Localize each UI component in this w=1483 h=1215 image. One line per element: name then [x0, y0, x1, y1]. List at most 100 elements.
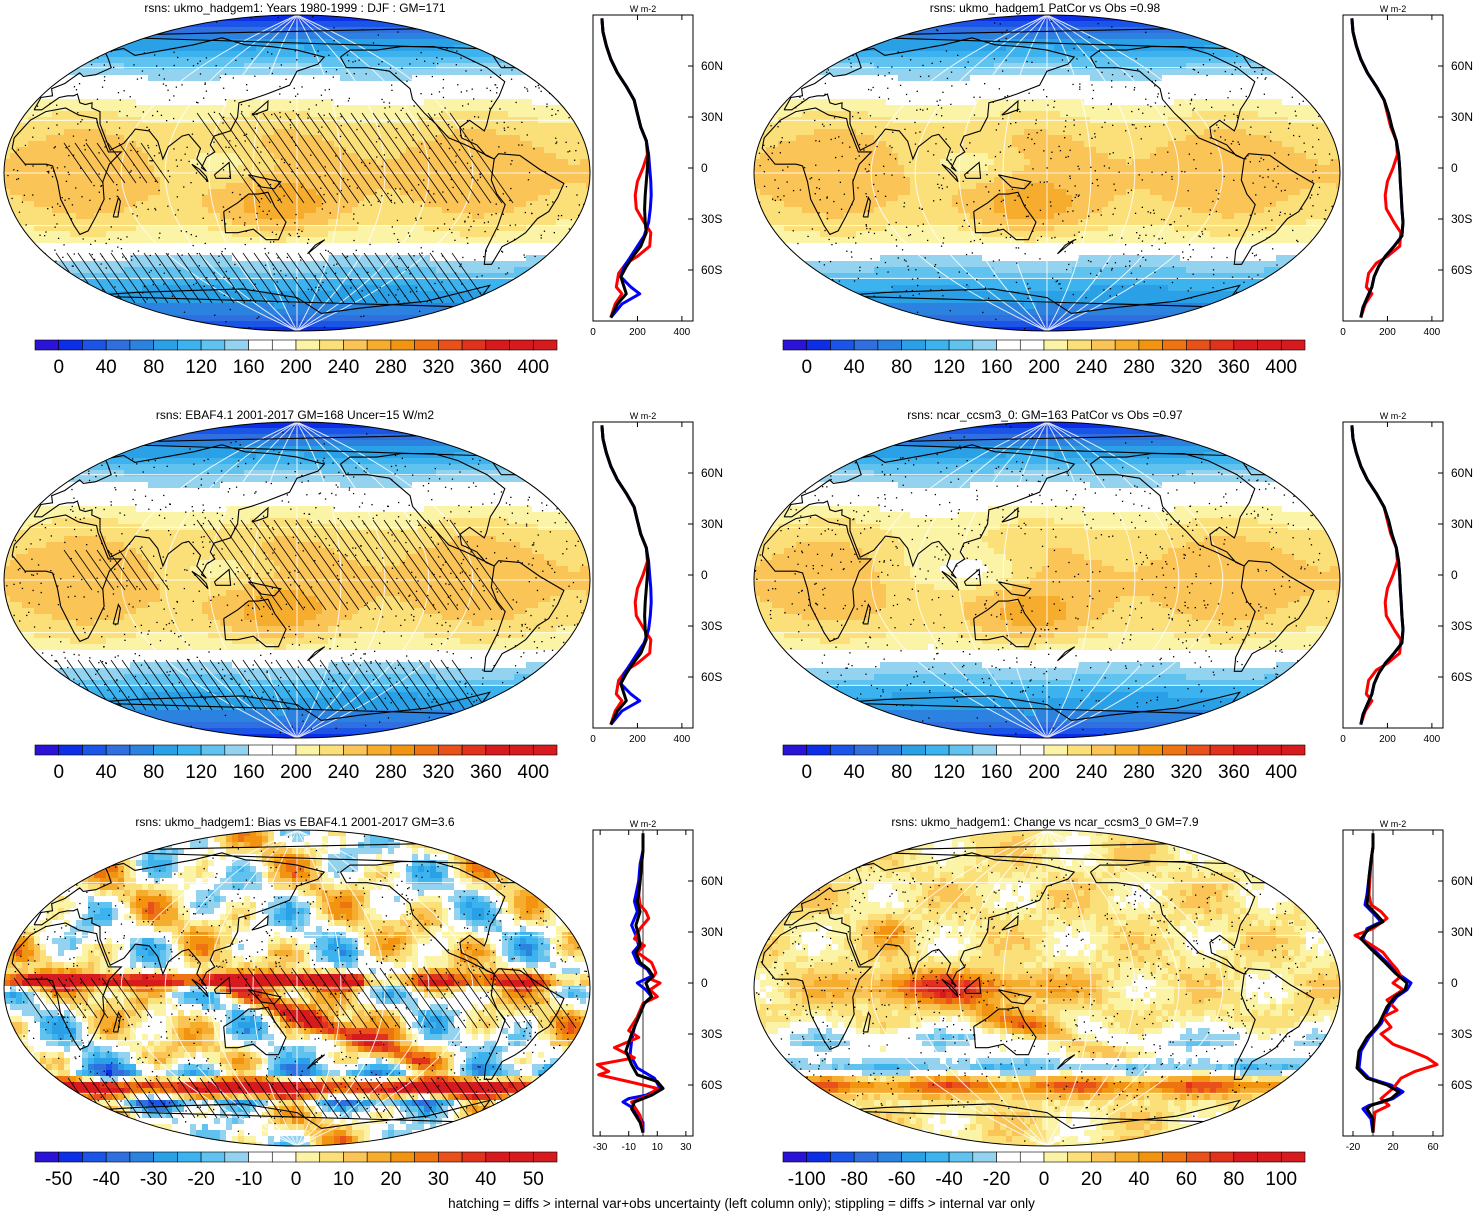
colorbar-box: [200, 1151, 226, 1163]
profile-lat-tick: 30S: [701, 1027, 722, 1041]
colorbar-tick-label: 240: [328, 762, 360, 783]
colorbar-box: [996, 744, 1021, 756]
colorbar-box: [295, 744, 321, 756]
colorbar-box: [948, 339, 974, 351]
colorbar-box: [295, 339, 321, 351]
colorbar-box: [1114, 339, 1140, 351]
colorbar-tick-label: 320: [423, 762, 455, 783]
colorbar-box: [438, 1151, 463, 1163]
colorbar-tick-label: 280: [375, 762, 407, 783]
profile-x-tick: 0: [590, 327, 596, 338]
profile-x-tick: 0: [1340, 734, 1346, 745]
colorbar-tick-label: 0: [53, 762, 64, 783]
colorbar-tick-label: 40: [844, 762, 865, 783]
colorbar-tick-label: 400: [1265, 357, 1297, 378]
profile-unit-label: W m-2: [1380, 411, 1407, 421]
colorbar-box: [1280, 744, 1306, 756]
profile-unit-label: W m-2: [630, 411, 657, 421]
colorbar-box: [532, 1151, 558, 1163]
colorbar-box: [806, 1151, 831, 1163]
colorbar-box: [1209, 1151, 1235, 1163]
profile-x-tick: 30: [680, 1142, 692, 1153]
colorbar-box: [1114, 1151, 1140, 1163]
colorbar-tick-label: 120: [933, 357, 965, 378]
colorbar-box: [1209, 744, 1235, 756]
colorbar-tick-label: 80: [891, 357, 912, 378]
colorbar-tick-label: 0: [801, 357, 812, 378]
colorbar-tick-label: 240: [1076, 762, 1108, 783]
colorbar-box: [1162, 339, 1187, 351]
colorbar-box: [1091, 744, 1116, 756]
colorbar-box: [1257, 339, 1282, 351]
panel-4: rsns: ncar_ccsm3_0: GM=163 PatCor vs Obs…: [753, 408, 1473, 783]
colorbar-tick-label: 360: [470, 762, 502, 783]
profile-line-ref: [1350, 425, 1405, 725]
colorbar-box: [34, 1151, 60, 1163]
colorbar-box: [129, 1151, 154, 1163]
colorbar-tick-label: 50: [523, 1169, 544, 1190]
colorbar-box: [485, 744, 510, 756]
colorbar-box: [996, 339, 1021, 351]
colorbar-tick-label: 40: [844, 357, 865, 378]
colorbar-tick-label: 400: [517, 357, 549, 378]
colorbar-tick-label: 0: [1039, 1169, 1050, 1190]
colorbar-box: [1138, 1151, 1163, 1163]
colorbar-tick-label: 320: [1171, 357, 1203, 378]
colorbar-tick-label: 20: [1081, 1169, 1102, 1190]
colorbar-tick-label: 200: [1028, 762, 1060, 783]
colorbar-box: [319, 339, 344, 351]
colorbar-tick-label: 280: [1123, 762, 1155, 783]
profile-lat-tick: 30N: [701, 925, 723, 939]
profile-lat-tick: 0: [1451, 976, 1458, 990]
colorbar-tick-label: 120: [185, 357, 217, 378]
colorbar-box: [153, 1151, 178, 1163]
colorbar-box: [1233, 339, 1258, 351]
colorbar-tick-label: 120: [933, 762, 965, 783]
colorbar-box: [877, 339, 902, 351]
zonal-profile: W m-2 0 200 400 60N 30N 0 30S 60S: [1340, 411, 1473, 745]
colorbar-tick-label: 200: [1028, 357, 1060, 378]
colorbar-tick-label: 400: [1265, 762, 1297, 783]
colorbar-box: [414, 339, 439, 351]
colorbar-box: [461, 1151, 487, 1163]
map-field: [4, 422, 590, 738]
colorbar-box: [485, 1151, 510, 1163]
colorbar-box: [853, 1151, 879, 1163]
colorbar-box: [248, 339, 273, 351]
panel-3: rsns: EBAF4.1 2001-2017 GM=168 Uncer=15 …: [3, 408, 723, 783]
colorbar-box: [105, 339, 131, 351]
profile-lat-tick: 60S: [701, 1078, 722, 1092]
colorbar-box: [414, 744, 439, 756]
colorbar-box: [1209, 339, 1235, 351]
colorbar-tick-label: 240: [1076, 357, 1108, 378]
colorbar-tick-label: 320: [423, 357, 455, 378]
colorbar-box: [830, 339, 855, 351]
colorbar-box: [366, 744, 392, 756]
colorbar-box: [319, 744, 344, 756]
colorbar-box: [200, 744, 226, 756]
profile-lat-tick: 60N: [1451, 59, 1473, 73]
colorbar-tick-label: 240: [328, 357, 360, 378]
colorbar-tick-label: 40: [1128, 1169, 1149, 1190]
colorbar-tick-label: 280: [375, 357, 407, 378]
zonal-profile: W m-2 -20 20 60 60N 30N 0 30S 60S: [1342, 819, 1473, 1153]
colorbar-box: [782, 1151, 808, 1163]
colorbar-box: [1186, 339, 1211, 351]
colorbar-box: [1043, 1151, 1069, 1163]
colorbar-box: [343, 339, 368, 351]
colorbar-tick-label: 40: [96, 762, 117, 783]
colorbar-box: [485, 339, 510, 351]
colorbar-box: [1162, 1151, 1187, 1163]
profile-lat-tick: 30N: [701, 110, 723, 124]
colorbar-box: [1043, 339, 1069, 351]
profile-line-ref: [600, 425, 650, 726]
profile-x-tick: -20: [1346, 1142, 1361, 1153]
colorbar-box: [925, 1151, 950, 1163]
colorbar-tick-label: 80: [143, 357, 164, 378]
colorbar-box: [343, 744, 368, 756]
profile-lat-tick: 60N: [701, 466, 723, 480]
profile-lat-tick: 30S: [701, 619, 722, 633]
colorbar-tick-label: 0: [53, 357, 64, 378]
colorbar-box: [438, 339, 463, 351]
